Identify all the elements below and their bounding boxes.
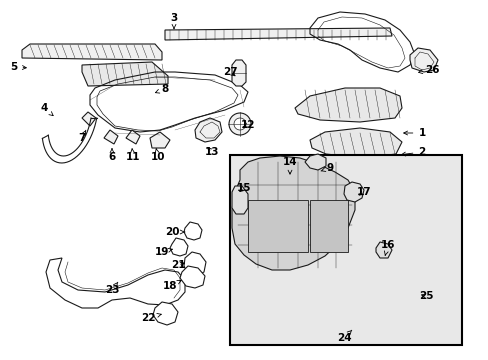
- Text: 24: 24: [336, 330, 351, 343]
- Polygon shape: [375, 242, 391, 258]
- Text: 11: 11: [125, 149, 140, 162]
- Polygon shape: [170, 238, 187, 256]
- Bar: [229, 155, 461, 345]
- Text: 13: 13: [204, 147, 219, 157]
- Polygon shape: [82, 112, 96, 126]
- Text: 14: 14: [282, 157, 297, 174]
- Polygon shape: [231, 156, 354, 270]
- Text: 16: 16: [380, 240, 394, 256]
- Text: 4: 4: [40, 103, 53, 116]
- Text: 19: 19: [155, 247, 172, 257]
- Text: 10: 10: [150, 149, 165, 162]
- Text: 22: 22: [141, 313, 161, 323]
- Polygon shape: [164, 28, 391, 40]
- Text: 20: 20: [164, 227, 184, 237]
- Text: 18: 18: [163, 280, 181, 291]
- Polygon shape: [126, 130, 140, 144]
- Ellipse shape: [234, 118, 245, 130]
- Text: 17: 17: [356, 187, 370, 197]
- Polygon shape: [183, 222, 202, 240]
- Polygon shape: [343, 182, 363, 202]
- Polygon shape: [82, 62, 168, 86]
- Text: 7: 7: [78, 130, 86, 143]
- Polygon shape: [183, 252, 205, 276]
- Polygon shape: [104, 130, 118, 144]
- Text: 5: 5: [10, 62, 26, 72]
- Text: 3: 3: [170, 13, 177, 29]
- Polygon shape: [409, 48, 437, 72]
- Text: 15: 15: [236, 183, 251, 193]
- Text: 1: 1: [403, 128, 425, 138]
- Polygon shape: [294, 88, 401, 122]
- Text: 21: 21: [170, 260, 185, 270]
- Text: 8: 8: [155, 84, 168, 94]
- Polygon shape: [195, 118, 222, 142]
- Polygon shape: [347, 312, 365, 332]
- Polygon shape: [231, 186, 247, 214]
- Text: 23: 23: [104, 282, 119, 295]
- Text: 26: 26: [418, 65, 438, 75]
- Polygon shape: [305, 154, 325, 170]
- Text: 9: 9: [320, 163, 333, 173]
- Bar: [247, 200, 307, 252]
- Text: 12: 12: [240, 120, 255, 130]
- Bar: [309, 200, 347, 252]
- Text: 27: 27: [222, 67, 237, 77]
- Text: 25: 25: [418, 291, 432, 301]
- Polygon shape: [309, 128, 401, 158]
- Polygon shape: [22, 44, 162, 60]
- Polygon shape: [150, 132, 170, 148]
- Text: 6: 6: [108, 149, 115, 162]
- Polygon shape: [231, 60, 245, 86]
- Polygon shape: [180, 266, 204, 288]
- Text: 2: 2: [401, 147, 425, 157]
- Polygon shape: [153, 302, 178, 325]
- Ellipse shape: [228, 113, 250, 135]
- Polygon shape: [406, 276, 423, 294]
